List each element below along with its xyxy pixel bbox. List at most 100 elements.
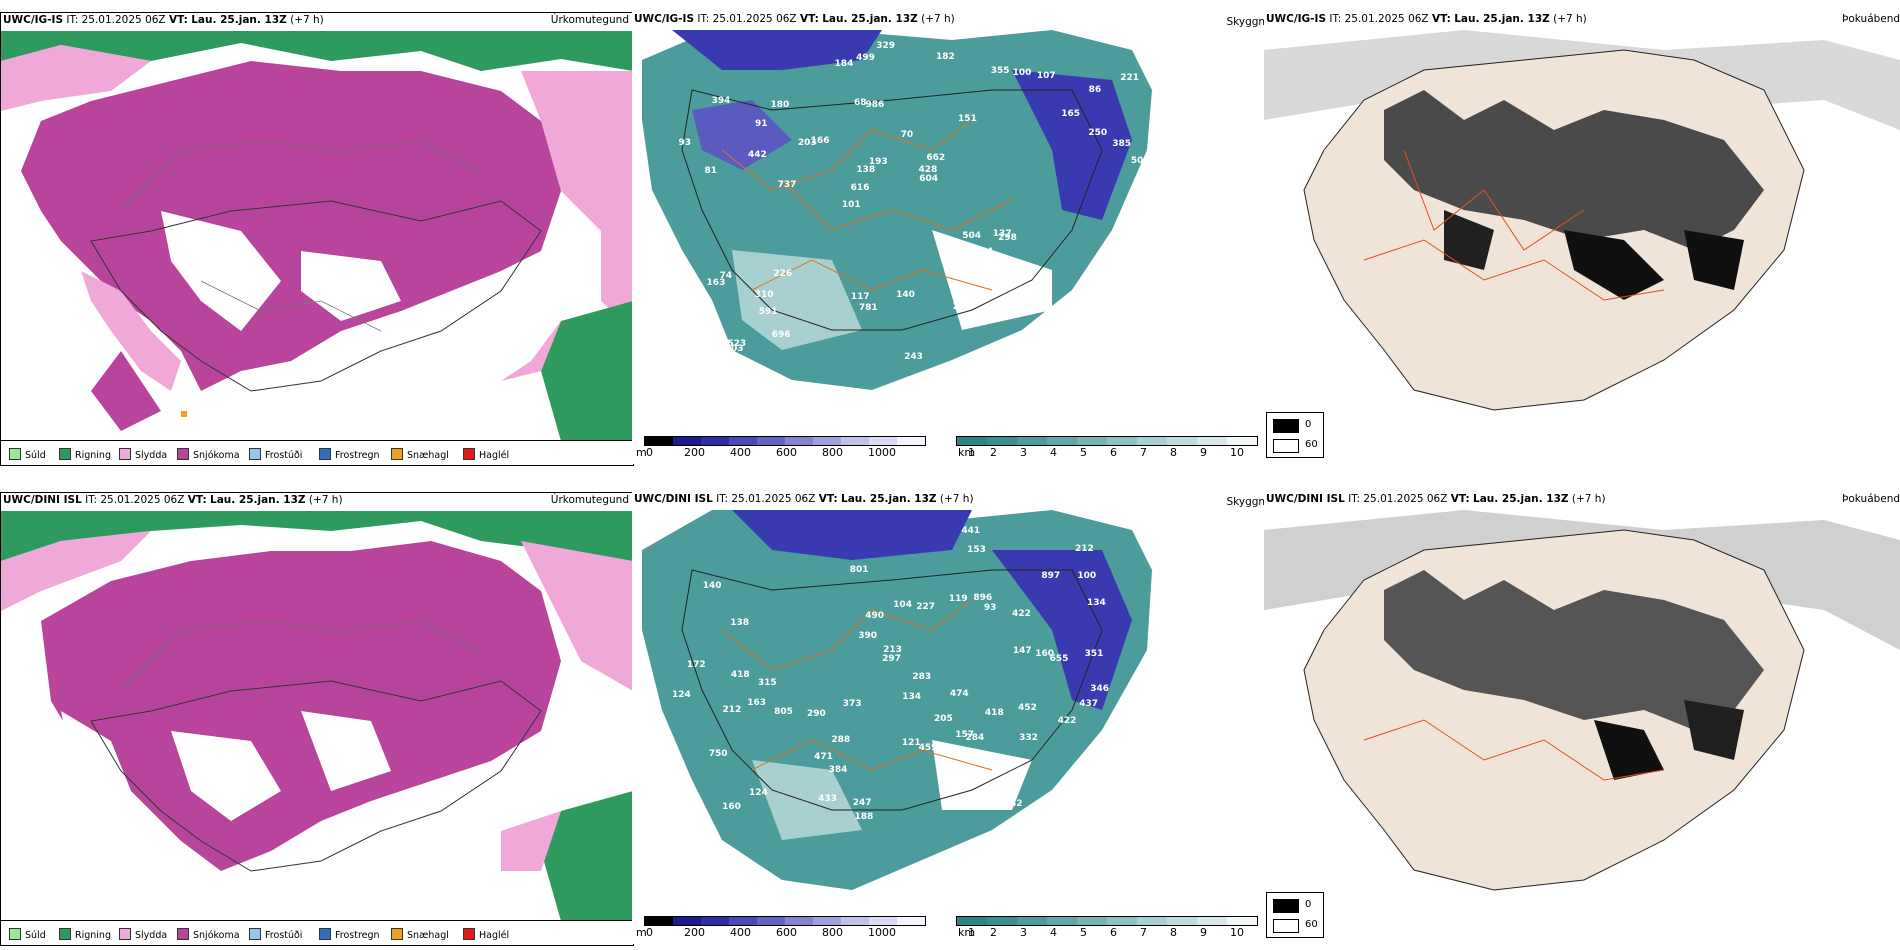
- legend-label: Snæhagl: [407, 930, 449, 941]
- ceiling-value-label: 523: [727, 339, 747, 350]
- ceiling-value-label: 70: [900, 129, 914, 140]
- fog-map: [1264, 30, 1900, 460]
- ceiling-value-label: 422: [1012, 609, 1031, 620]
- ceiling-value-label: 214: [686, 350, 706, 361]
- legend-label: Snjókoma: [193, 930, 240, 941]
- precip-type-legend: Súld Rigning Slydda Snjókoma Frostúði Frostre…: [1, 920, 633, 945]
- legend-swatch: [391, 928, 403, 940]
- ceiling-value-label: 428: [918, 165, 938, 176]
- ceiling-value-label: 418: [730, 670, 750, 681]
- legend-item: Snjókoma: [177, 928, 240, 941]
- colorbar-cell: [813, 437, 841, 445]
- fog-indicator-panel-bottom: UWC/DINI ISL IT: 25.01.2025 06Z VT: Lau.…: [1264, 492, 1900, 944]
- legend-item: Rigning: [59, 448, 111, 461]
- ceiling-value-label: 100: [1077, 571, 1097, 581]
- ceiling-value-label: 528: [1034, 810, 1054, 821]
- ceiling-value-label: 441: [961, 525, 981, 536]
- ceiling-value-label: 801: [849, 565, 869, 576]
- ceiling-value-label: 896: [973, 592, 993, 603]
- colorbar-cell: [1137, 917, 1167, 925]
- legend-label: Frostúði: [265, 930, 303, 941]
- fog-legend-swatch: [1273, 439, 1299, 453]
- colorbar-tick-label: 5: [1080, 446, 1087, 459]
- colorbar-cell: [729, 917, 757, 925]
- colorbar-cell: [729, 437, 757, 445]
- ceiling-value-label: 138: [730, 617, 750, 628]
- ceiling-value-label: 138: [856, 164, 876, 175]
- ceiling-value-label: 160: [1035, 648, 1055, 659]
- ceiling-value-label: 604: [919, 174, 939, 185]
- colorbar-tick-label: 200: [684, 926, 705, 939]
- ceiling-value-label: 310: [754, 289, 774, 300]
- ceiling-value-label: 384: [828, 765, 848, 776]
- ceiling-value-label: 385: [1112, 139, 1132, 150]
- ceiling-value-label: 74: [719, 271, 733, 282]
- visibility-panel-bottom: UWC/DINI ISL IT: 25.01.2025 06Z VT: Lau.…: [632, 492, 1264, 944]
- ceiling-value-label: 355: [990, 66, 1010, 77]
- legend-swatch: [391, 448, 403, 460]
- colorbar-cell: [757, 437, 785, 445]
- ceiling-value-label: 452: [1018, 702, 1037, 713]
- ceiling-value-label: 227: [726, 355, 746, 366]
- legend-swatch: [463, 448, 475, 460]
- colorbar-cell: [1137, 437, 1167, 445]
- legend-swatch: [9, 448, 21, 460]
- ceiling-value-label: 172: [686, 659, 706, 670]
- ceiling-value-label: 157: [955, 730, 974, 741]
- legend-label: Frostregn: [335, 450, 380, 461]
- colorbar-cell: [701, 917, 729, 925]
- colorbar-cell: [1197, 917, 1227, 925]
- legend-label: Rigning: [75, 930, 111, 941]
- ceiling-value-label: 152: [685, 320, 705, 331]
- legend-label: Súld: [25, 930, 46, 941]
- ceiling-value-label: 986: [865, 99, 885, 110]
- ceiling-value-label: 117: [850, 292, 870, 303]
- colorbar-tick-label: 8: [1170, 446, 1177, 459]
- panel-product-name: Úrkomutegund: [550, 14, 629, 26]
- visibility-unit-label: km: [958, 926, 976, 939]
- colorbar-tick-label: 4: [1050, 926, 1057, 939]
- ceiling-value-label: 422: [1057, 716, 1077, 727]
- ceiling-colorbar: m 0 200 400 600 800 1000: [634, 436, 934, 462]
- ceiling-value-label: 166: [810, 136, 830, 147]
- ceiling-value-label: 140: [702, 581, 722, 592]
- colorbar-tick-label: 10: [1230, 446, 1244, 459]
- colorbar-cell: [813, 917, 841, 925]
- legend-swatch: [319, 448, 331, 460]
- ceiling-value-label: 781: [858, 303, 878, 314]
- ceiling-value-label: 288: [831, 734, 851, 745]
- colorbar-tick-label: 200: [684, 446, 705, 459]
- ceiling-value-label: 203: [797, 138, 817, 149]
- colorbar-tick-label: 1: [968, 926, 975, 939]
- legend-swatch: [249, 928, 261, 940]
- ceiling-value-label: 283: [912, 671, 932, 682]
- precip-map: [1, 511, 633, 921]
- ceiling-value-label: 382: [1003, 798, 1023, 809]
- colorbar-cell: [673, 437, 701, 445]
- ceiling-value-label: 68: [854, 98, 867, 109]
- legend-item: Súld: [9, 448, 46, 461]
- ceiling-value-label: 163: [747, 697, 766, 708]
- legend-swatch: [463, 928, 475, 940]
- colorbar-cell: [987, 917, 1017, 925]
- ceiling-value-label: 897: [1041, 571, 1061, 582]
- colorbar-cell: [1017, 437, 1047, 445]
- ceiling-value-label: 696: [771, 330, 791, 341]
- ceiling-value-label: 750: [708, 749, 728, 760]
- ceiling-labels-top: 186 81 86 101 151 523 68 70 74 166 152 591 986 662 298…: [632, 30, 1264, 430]
- legend-item: Súld: [9, 928, 46, 941]
- colorbar-cell: [1167, 917, 1197, 925]
- ceiling-value-label: 163: [706, 277, 726, 288]
- legend-item: Frostregn: [319, 448, 380, 461]
- ceiling-value-label: 140: [896, 289, 915, 300]
- ceiling-value-label: 160: [722, 801, 741, 812]
- ceiling-value-label: 442: [747, 149, 767, 160]
- ceiling-value-label: 297: [882, 653, 901, 664]
- colorbar-tick-label: 800: [822, 446, 843, 459]
- visibility-colorbar: km 1 2 3 4 5 6 7 8 9 10: [944, 436, 1264, 462]
- ceiling-value-label: 103: [724, 344, 744, 355]
- legend-label: Haglél: [479, 450, 510, 461]
- ceiling-value-label: 662: [926, 152, 946, 163]
- colorbar-cell: [645, 437, 673, 445]
- panel-title: UWC/IG-IS IT: 25.01.2025 06Z VT: Lau. 25…: [634, 13, 955, 25]
